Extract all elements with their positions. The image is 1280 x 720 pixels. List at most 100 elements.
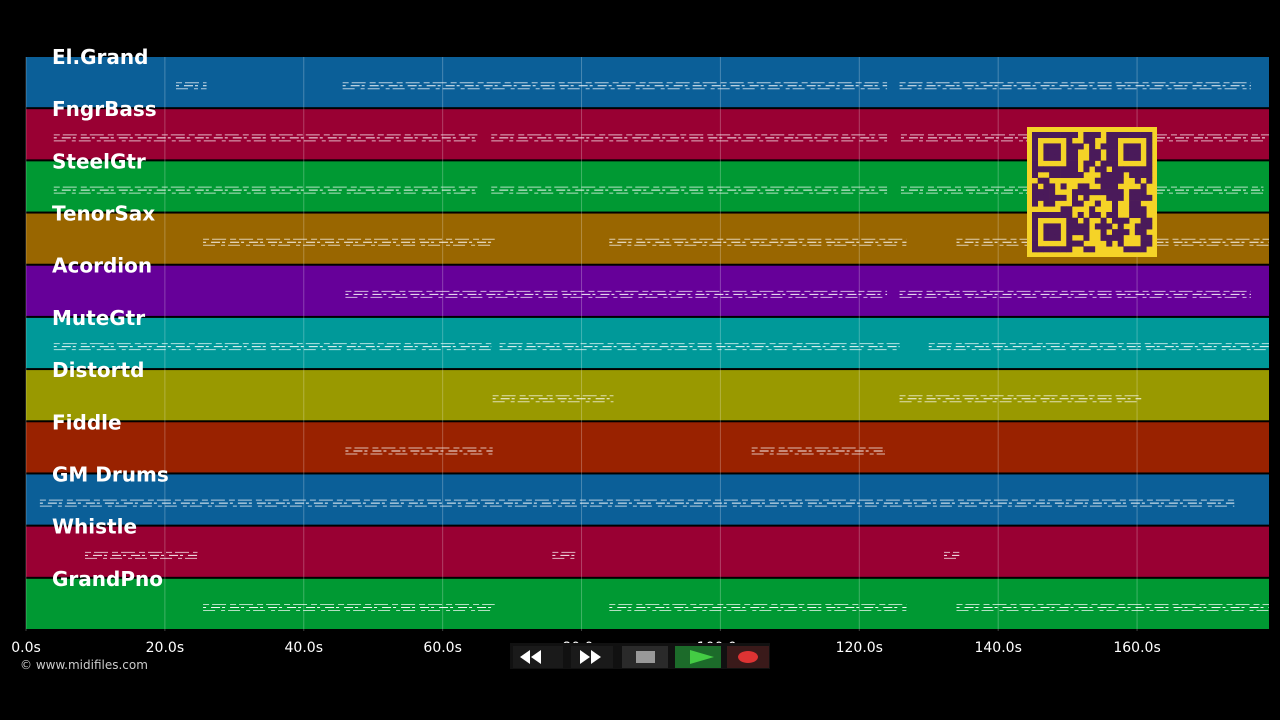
qr-cell bbox=[1077, 172, 1084, 179]
qr-cell bbox=[1032, 189, 1039, 196]
qr-cell bbox=[1049, 234, 1056, 241]
qr-cell bbox=[1140, 183, 1147, 190]
qr-cell bbox=[1134, 246, 1141, 253]
qr-cell bbox=[1049, 194, 1056, 201]
qr-cell bbox=[1089, 206, 1096, 213]
note-span bbox=[751, 447, 885, 455]
tick-label: 120.0s bbox=[836, 640, 883, 656]
qr-cell bbox=[1054, 149, 1061, 156]
qr-cell bbox=[1043, 223, 1050, 230]
qr-cell bbox=[1140, 234, 1147, 241]
qr-cell bbox=[1072, 194, 1079, 201]
qr-cell bbox=[1043, 154, 1050, 161]
qr-cell bbox=[1106, 234, 1113, 241]
qr-cell bbox=[1123, 143, 1130, 150]
qr-cell bbox=[1066, 149, 1073, 156]
stop-button[interactable] bbox=[622, 646, 668, 668]
qr-cell bbox=[1032, 212, 1039, 219]
qr-cell bbox=[1032, 223, 1039, 230]
note-span bbox=[203, 238, 495, 246]
qr-cell bbox=[1037, 212, 1044, 219]
notes bbox=[39, 82, 1269, 612]
qr-cell bbox=[1117, 240, 1124, 247]
qr-cell bbox=[1083, 132, 1090, 139]
qr-cell bbox=[1134, 132, 1141, 139]
qr-cell bbox=[1117, 166, 1124, 173]
tick-label: 60.0s bbox=[423, 640, 461, 656]
track-row bbox=[26, 317, 1269, 369]
qr-cell bbox=[1066, 160, 1073, 167]
qr-cell bbox=[1032, 240, 1039, 247]
qr-cell bbox=[1094, 189, 1101, 196]
qr-cell bbox=[1032, 160, 1039, 167]
qr-cell bbox=[1146, 240, 1153, 247]
qr-cell bbox=[1140, 206, 1147, 213]
qr-cell bbox=[1100, 217, 1107, 224]
qr-cell bbox=[1129, 143, 1136, 150]
qr-cell bbox=[1146, 143, 1153, 150]
qr-cell bbox=[1043, 234, 1050, 241]
qr-cell bbox=[1037, 194, 1044, 201]
qr-cell bbox=[1106, 177, 1113, 184]
note-span bbox=[345, 290, 888, 298]
qr-cell bbox=[1140, 189, 1147, 196]
qr-cell bbox=[1140, 240, 1147, 247]
qr-cell bbox=[1134, 143, 1141, 150]
qr-cell bbox=[1083, 194, 1090, 201]
qr-cell bbox=[1077, 183, 1084, 190]
qr-cell bbox=[1054, 132, 1061, 139]
qr-cell bbox=[1106, 189, 1113, 196]
qr-cell bbox=[1134, 194, 1141, 201]
qr-cell bbox=[1077, 200, 1084, 207]
qr-cell bbox=[1129, 194, 1136, 201]
qr-cell bbox=[1072, 132, 1079, 139]
qr-cell bbox=[1140, 229, 1147, 236]
forward-button[interactable] bbox=[571, 646, 613, 668]
qr-cell bbox=[1049, 246, 1056, 253]
note-span bbox=[956, 604, 1269, 612]
note-span bbox=[609, 238, 907, 246]
qr-cell bbox=[1123, 149, 1130, 156]
qr-cell bbox=[1100, 143, 1107, 150]
qr-cell bbox=[1043, 212, 1050, 219]
qr-cell bbox=[1060, 194, 1067, 201]
qr-cell bbox=[1072, 217, 1079, 224]
qr-cell bbox=[1134, 189, 1141, 196]
track-name: Distortd bbox=[52, 358, 144, 382]
qr-cell bbox=[1032, 137, 1039, 144]
track-row bbox=[26, 370, 1269, 421]
qr-cell bbox=[1060, 206, 1067, 213]
qr-cell bbox=[1146, 149, 1153, 156]
qr-cell bbox=[1146, 217, 1153, 224]
qr-cell bbox=[1049, 223, 1056, 230]
track-row bbox=[26, 474, 1269, 525]
qr-cell bbox=[1083, 137, 1090, 144]
qr-cell bbox=[1066, 143, 1073, 150]
track-name: Fiddle bbox=[52, 410, 122, 434]
qr-cell bbox=[1066, 132, 1073, 139]
qr-cell bbox=[1117, 189, 1124, 196]
qr-cell bbox=[1140, 212, 1147, 219]
qr-cell bbox=[1037, 177, 1044, 184]
note-span bbox=[552, 551, 578, 559]
qr-cell bbox=[1146, 172, 1153, 179]
qr-cell bbox=[1077, 229, 1084, 236]
qr-cell bbox=[1100, 160, 1107, 167]
qr-cell bbox=[1032, 246, 1039, 253]
qr-cell bbox=[1054, 172, 1061, 179]
qr-cell bbox=[1072, 154, 1079, 161]
qr-cell bbox=[1083, 217, 1090, 224]
rewind-button[interactable] bbox=[513, 646, 563, 668]
qr-cell bbox=[1112, 154, 1119, 161]
qr-cell bbox=[1100, 189, 1107, 196]
note-span bbox=[928, 343, 1269, 351]
qr-cell bbox=[1083, 166, 1090, 173]
qr-cell bbox=[1094, 177, 1101, 184]
qr-cell bbox=[1089, 154, 1096, 161]
qr-cell bbox=[1049, 183, 1056, 190]
qr-cell bbox=[1066, 212, 1073, 219]
record-button[interactable] bbox=[727, 646, 769, 668]
qr-cell bbox=[1146, 223, 1153, 230]
play-button[interactable] bbox=[675, 646, 721, 668]
